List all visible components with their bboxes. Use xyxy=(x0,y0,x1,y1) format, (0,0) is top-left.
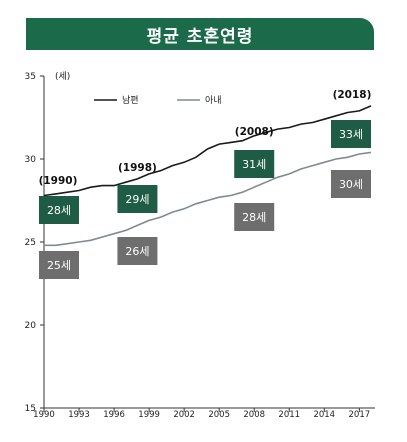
x-tick-label: 2011 xyxy=(278,410,300,420)
x-tick-label: 2002 xyxy=(173,410,195,420)
y-tick-label: 20 xyxy=(25,321,37,331)
wife-value-box xyxy=(331,170,371,198)
wife-value-box xyxy=(117,237,158,265)
husband-value-label: 29세 xyxy=(125,193,149,206)
x-tick-label: 2008 xyxy=(243,410,265,420)
y-tick-label: 25 xyxy=(25,238,36,248)
wife-value-label: 28세 xyxy=(242,211,266,224)
husband-value-box xyxy=(234,150,275,178)
legend-husband-label: 남편 xyxy=(122,94,139,106)
year-annotation: (2018) xyxy=(333,89,372,101)
x-tick-label: 1993 xyxy=(68,410,90,420)
husband-value-label: 31세 xyxy=(242,158,266,171)
x-tick-label: 1990 xyxy=(33,410,55,420)
wife-value-label: 26세 xyxy=(125,245,149,258)
x-tick-label: 1996 xyxy=(103,410,125,420)
y-tick-label: 15 xyxy=(25,404,36,414)
legend-wife-label: 아내 xyxy=(205,95,222,106)
husband-value-label: 28세 xyxy=(47,204,71,217)
year-annotation: (2008) xyxy=(235,126,274,138)
husband-series-line xyxy=(43,105,372,197)
wife-value-label: 25세 xyxy=(47,259,71,272)
y-unit-label: (세) xyxy=(55,71,70,82)
x-tick-label: 1999 xyxy=(138,410,160,420)
y-tick-label: 35 xyxy=(25,72,36,82)
wife-value-box xyxy=(234,203,275,231)
husband-value-label: 33세 xyxy=(339,128,363,141)
chart-title-banner: 평균 초혼연령 xyxy=(26,18,374,50)
chart-title: 평균 초혼연령 xyxy=(146,26,254,47)
husband-value-box xyxy=(117,185,158,213)
wife-series-line xyxy=(44,151,372,247)
x-tick-label: 2014 xyxy=(313,410,335,420)
husband-value-box xyxy=(331,120,371,148)
husband-value-box xyxy=(39,196,79,224)
y-tick-label: 30 xyxy=(25,155,37,165)
x-tick-label: 2005 xyxy=(208,410,230,420)
x-tick-label: 2017 xyxy=(349,410,371,420)
wife-value-box xyxy=(39,251,79,279)
wife-value-label: 30세 xyxy=(339,178,363,191)
year-annotation: (1990) xyxy=(39,175,78,187)
year-annotation: (1998) xyxy=(118,162,157,174)
